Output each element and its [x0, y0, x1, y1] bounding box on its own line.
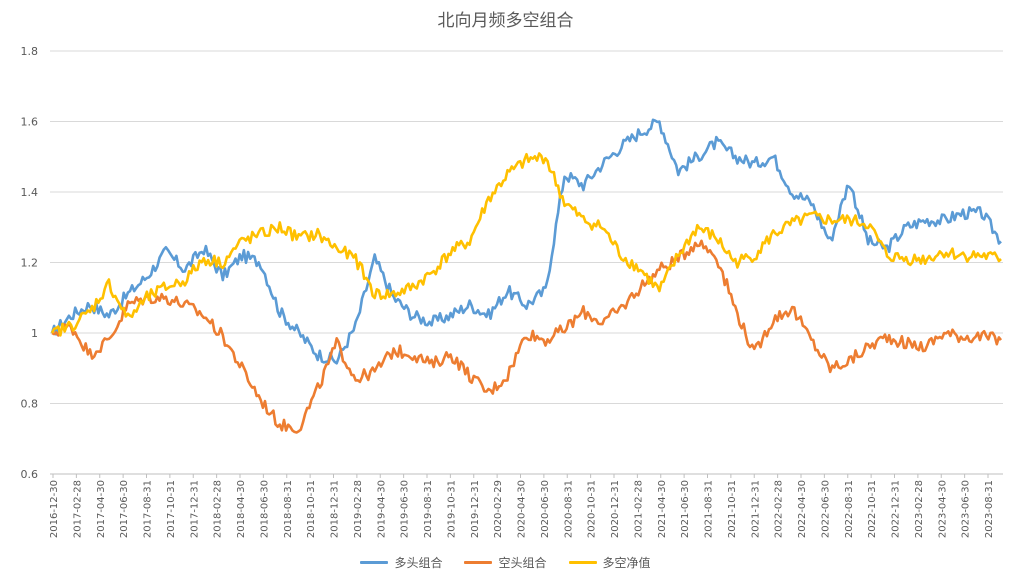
- y-tick-label: 1.2: [21, 257, 39, 270]
- y-tick-label: 1.6: [21, 116, 39, 129]
- legend-item: 多空净值: [568, 554, 651, 571]
- x-tick-label: 2020-02-29: [493, 480, 504, 538]
- x-tick-label: 2019-12-31: [470, 480, 481, 538]
- x-tick-label: 2023-06-30: [961, 480, 972, 538]
- x-tick-label: 2021-12-31: [750, 480, 761, 538]
- legend: 多头组合 空头组合 多空净值: [0, 554, 1011, 571]
- x-tick-label: 2019-08-31: [423, 480, 434, 538]
- x-tick-label: 2021-04-30: [657, 480, 668, 538]
- x-tick-label: 2021-10-31: [727, 480, 738, 538]
- x-tick-label: 2017-10-31: [166, 480, 177, 538]
- x-tick-label: 2019-06-30: [400, 480, 411, 538]
- legend-swatch: [568, 561, 597, 564]
- legend-label: 多头组合: [394, 556, 443, 570]
- x-tick-label: 2023-02-28: [914, 480, 925, 538]
- x-tick-label: 2020-06-30: [540, 480, 551, 538]
- series-line-1: [50, 118, 1002, 365]
- x-tick-label: 2023-08-31: [984, 480, 995, 538]
- x-tick-label: 2021-02-28: [633, 480, 644, 538]
- x-tick-label: 2021-06-30: [680, 480, 691, 538]
- x-tick-label: 2017-08-31: [143, 480, 154, 538]
- x-tick-label: 2017-06-30: [119, 480, 130, 538]
- y-tick-label: 1.4: [21, 186, 39, 199]
- x-tick-label: 2018-10-31: [306, 480, 317, 538]
- chart-title: 北向月频多空组合: [437, 11, 574, 31]
- x-tick-label: 2020-10-31: [587, 480, 598, 538]
- x-tick-label: 2019-04-30: [376, 480, 387, 538]
- x-tick-label: 2018-08-31: [283, 480, 294, 538]
- y-tick-label: 0.6: [21, 468, 39, 481]
- x-tick-label: 2022-06-30: [820, 480, 831, 538]
- legend-label: 多空净值: [602, 556, 651, 570]
- x-tick-label: 2020-08-31: [563, 480, 574, 538]
- x-tick-label: 2023-04-30: [937, 480, 948, 538]
- y-tick-label: 1.8: [21, 45, 39, 58]
- x-tick-label: 2022-08-31: [844, 480, 855, 538]
- x-tick-label: 2022-10-31: [867, 480, 878, 538]
- x-tick-label: 2018-02-28: [213, 480, 224, 538]
- x-tick-label: 2022-12-31: [891, 480, 902, 538]
- x-tick-label: 2017-04-30: [96, 480, 107, 538]
- x-tick-label: 2022-04-30: [797, 480, 808, 538]
- series-line-3: [50, 152, 1002, 337]
- x-tick-label: 2020-04-30: [517, 480, 528, 538]
- x-tick-label: 2021-08-31: [704, 480, 715, 538]
- x-tick-label: 2017-12-31: [189, 480, 200, 538]
- legend-item: 多头组合: [360, 554, 442, 571]
- legend-item: 空头组合: [464, 554, 547, 571]
- legend-swatch: [360, 561, 389, 564]
- y-tick-label: 1: [31, 327, 38, 340]
- legend-swatch: [464, 561, 493, 564]
- legend-label: 空头组合: [498, 556, 547, 570]
- x-tick-label: 2017-02-28: [72, 480, 83, 538]
- x-tick-label: 2018-04-30: [236, 480, 247, 538]
- x-tick-label: 2020-12-31: [610, 480, 621, 538]
- x-tick-label: 2016-12-30: [49, 480, 60, 538]
- y-tick-label: 0.8: [21, 398, 39, 411]
- series-line-2: [51, 239, 1003, 434]
- x-tick-label: 2019-02-28: [353, 480, 364, 538]
- x-tick-label: 2022-02-28: [774, 480, 785, 538]
- x-tick-label: 2019-10-31: [446, 480, 457, 538]
- x-tick-label: 2018-06-30: [259, 480, 270, 538]
- x-tick-label: 2018-12-31: [330, 480, 341, 538]
